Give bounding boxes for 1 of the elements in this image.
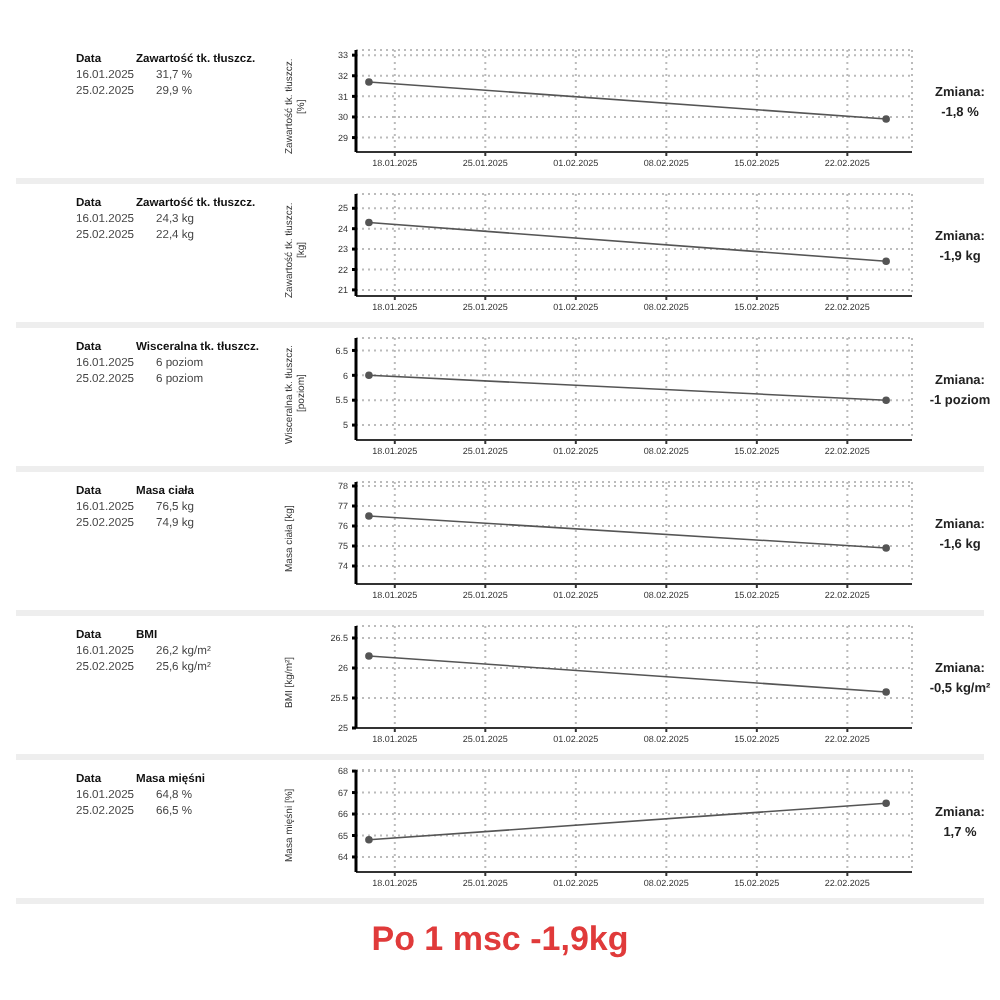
text: Po 1 msc -1,9kg: [369, 920, 631, 960]
